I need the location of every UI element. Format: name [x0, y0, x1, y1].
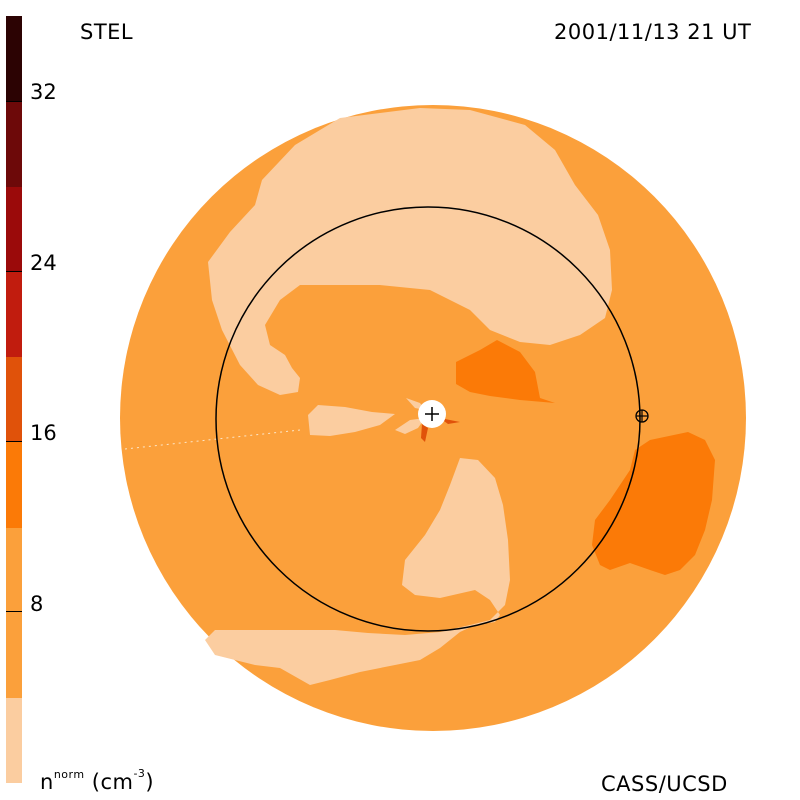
colorbar-tick-label: 24	[30, 251, 57, 275]
unit-superscript: -3	[133, 767, 146, 780]
earth-marker	[635, 409, 649, 423]
datetime-label: 2001/11/13 21 UT	[554, 20, 752, 44]
unit-close: )	[145, 770, 155, 794]
colorbar-quantity-label: nnorm (cm-3)	[40, 767, 155, 794]
dense-jet-south	[421, 424, 428, 442]
colorbar-segment	[6, 187, 22, 271]
colorbar-segment	[6, 528, 22, 698]
colorbar-tick-label: 16	[30, 421, 57, 445]
colorbar-tick-label: 32	[30, 80, 57, 104]
sun-marker	[418, 400, 446, 428]
dense-jet-east	[440, 418, 460, 424]
light-region-north	[208, 108, 612, 395]
colorbar-segment	[6, 441, 22, 528]
colorbar-tick-label: 8	[30, 592, 44, 616]
credit-label: CASS/UCSD	[601, 772, 728, 796]
quantity-superscript: norm	[53, 768, 85, 781]
colorbar-tick-mark	[6, 611, 22, 612]
colorbar-segment	[6, 16, 22, 101]
dense-region-east	[592, 432, 715, 575]
light-jet-west	[395, 418, 425, 434]
colorbar-tick-mark	[6, 271, 22, 272]
instrument-label: STEL	[80, 20, 134, 44]
colorbar	[6, 16, 22, 783]
dense-region-center-east	[456, 340, 555, 403]
colorbar-tick-mark	[6, 441, 22, 442]
unit-open: (cm	[91, 770, 134, 794]
quantity-symbol: n	[40, 770, 54, 794]
colorbar-tick-mark	[6, 101, 22, 102]
density-disk	[120, 105, 746, 731]
light-region-center	[308, 405, 395, 436]
colorbar-segment	[6, 271, 22, 357]
colorbar-segment	[6, 357, 22, 441]
light-region-south	[205, 458, 510, 685]
colorbar-segment	[6, 101, 22, 187]
earth-orbit-circle	[215, 206, 641, 632]
colorbar-segment	[6, 698, 22, 783]
